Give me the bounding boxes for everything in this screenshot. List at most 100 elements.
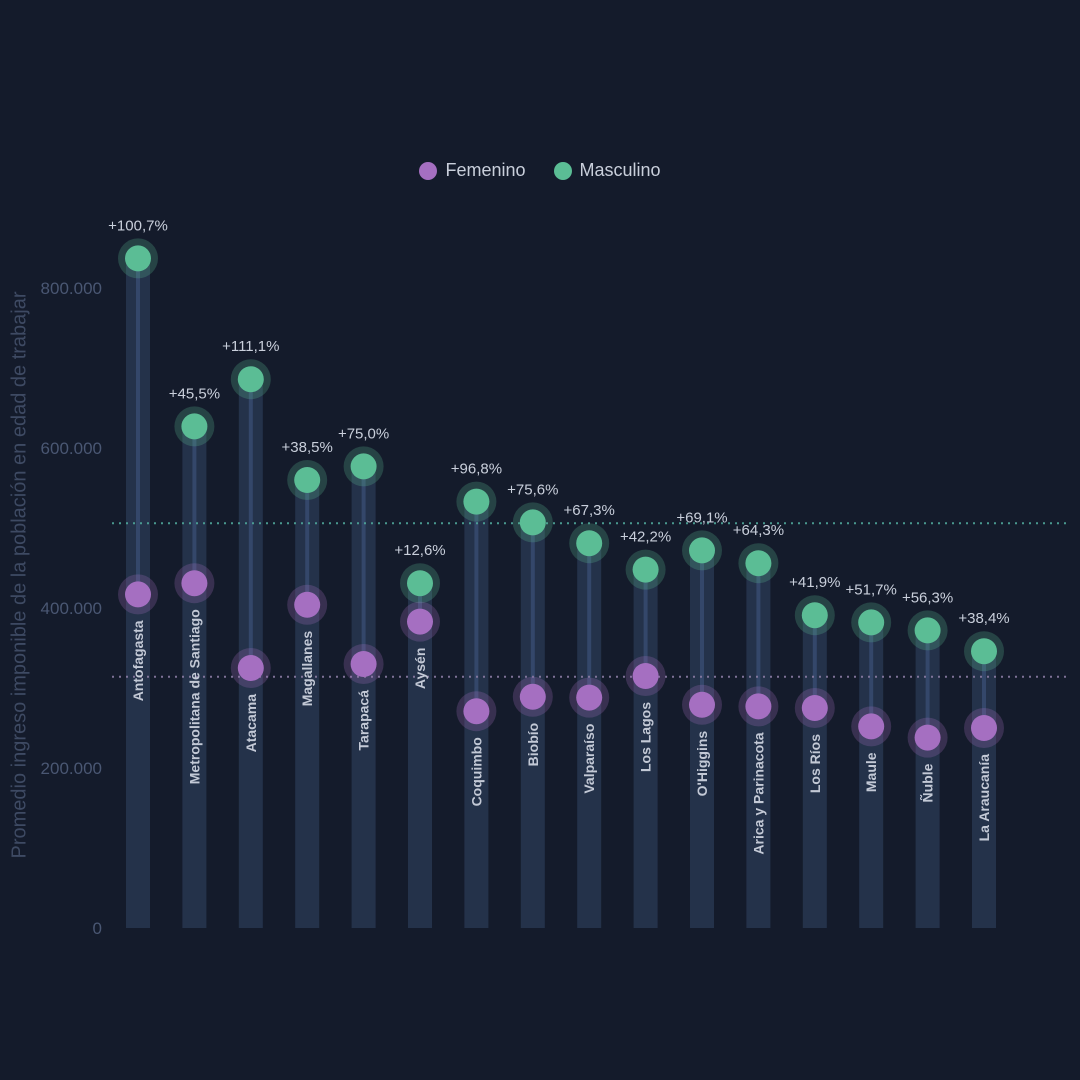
- female-point: [682, 684, 722, 725]
- gap-label: +64,3%: [733, 522, 784, 539]
- male-point: [456, 481, 497, 522]
- male-point-core: [294, 467, 321, 493]
- female-point-core: [914, 724, 941, 751]
- female-point: [456, 691, 497, 732]
- y-tick-label: 800.000: [41, 279, 102, 298]
- female-point-core: [407, 608, 433, 635]
- male-point-core: [689, 537, 715, 564]
- male-point: [569, 523, 610, 564]
- male-point: [851, 602, 892, 643]
- male-point-core: [632, 556, 659, 583]
- gap-label: +56,3%: [902, 589, 953, 606]
- female-point-core: [125, 581, 151, 608]
- gap-label: +45,5%: [169, 385, 220, 402]
- male-point-core: [181, 413, 208, 440]
- gap-label: +38,4%: [958, 610, 1009, 627]
- female-point-core: [858, 713, 885, 740]
- y-tick-label: 0: [93, 919, 102, 938]
- category-label: Arica y Parinacota: [750, 732, 766, 854]
- female-point: [794, 688, 835, 728]
- female-point-core: [237, 655, 264, 681]
- female-point: [738, 686, 779, 727]
- category-label: Coquimbo: [468, 737, 484, 806]
- male-point-core: [745, 550, 772, 577]
- female-dot-icon: [419, 161, 438, 180]
- male-point-core: [971, 638, 997, 665]
- male-point-core: [519, 509, 546, 536]
- gap-label: +41,9%: [789, 574, 840, 591]
- female-point-core: [463, 698, 490, 725]
- male-point-core: [350, 453, 377, 480]
- male-point: [400, 563, 440, 604]
- female-point-core: [689, 691, 715, 718]
- male-point: [964, 631, 1004, 672]
- y-tick-label: 400.000: [41, 599, 102, 618]
- gap-label: +75,0%: [338, 425, 389, 442]
- category-label: Aysén: [412, 648, 428, 690]
- category-label: Biobío: [525, 723, 541, 767]
- category-label: Los Ríos: [807, 734, 823, 793]
- gap-label: +38,5%: [282, 439, 333, 456]
- gap-label: +100,7%: [108, 217, 168, 234]
- female-point-core: [632, 663, 659, 689]
- gap-label: +12,6%: [394, 542, 445, 559]
- legend-item-female[interactable]: Femenino: [419, 160, 526, 181]
- female-point: [512, 676, 553, 717]
- gap-label: +69,1%: [676, 509, 727, 526]
- category-label: O'Higgins: [694, 731, 710, 797]
- legend-label-male: Masculino: [579, 160, 661, 180]
- female-point: [907, 717, 948, 758]
- female-point-core: [294, 591, 321, 618]
- male-point-core: [463, 488, 490, 515]
- male-dot-icon: [553, 161, 572, 180]
- female-point: [174, 563, 215, 604]
- male-point: [512, 502, 553, 543]
- male-point: [794, 595, 835, 636]
- y-tick-label: 200.000: [41, 759, 102, 778]
- male-point: [118, 238, 158, 279]
- category-label: Magallanes: [299, 631, 315, 707]
- female-point: [569, 677, 610, 718]
- male-point: [174, 406, 215, 447]
- category-label: Atacama: [243, 694, 259, 753]
- category-label: Tarapacá: [356, 690, 372, 751]
- male-point-core: [858, 609, 885, 636]
- female-point: [287, 584, 328, 625]
- male-point-core: [801, 602, 828, 629]
- female-point-core: [971, 715, 997, 741]
- male-point: [907, 610, 948, 651]
- female-point-core: [181, 570, 208, 597]
- category-label: Valparaíso: [581, 724, 597, 794]
- male-point: [625, 549, 666, 590]
- male-point-core: [914, 617, 941, 644]
- male-point: [682, 530, 722, 571]
- female-point: [343, 644, 384, 684]
- gap-label: +42,2%: [620, 529, 671, 546]
- category-column: [408, 583, 432, 928]
- gap-label: +96,8%: [451, 461, 502, 478]
- female-point: [851, 706, 892, 747]
- male-point-core: [125, 245, 151, 272]
- gap-label: +67,3%: [564, 502, 615, 519]
- legend-item-male[interactable]: Masculino: [553, 160, 661, 181]
- female-point-core: [576, 684, 603, 711]
- female-point-core: [801, 695, 828, 721]
- category-label: Metropolitana de Santiago: [186, 609, 202, 784]
- category-label: La Araucanía: [976, 754, 992, 842]
- male-point: [738, 543, 779, 584]
- category-label: Antofagasta: [130, 620, 146, 701]
- female-point-core: [519, 683, 546, 710]
- female-point: [625, 656, 666, 696]
- category-label: Los Lagos: [638, 702, 654, 772]
- gap-label: +75,6%: [507, 481, 558, 498]
- legend-label-female: Femenino: [445, 160, 526, 180]
- female-point-core: [350, 651, 377, 677]
- male-point: [343, 446, 384, 487]
- legend: Femenino Masculino: [0, 160, 1080, 181]
- category-label: Ñuble: [919, 763, 936, 802]
- gap-label: +111,1%: [222, 338, 279, 355]
- female-point: [118, 574, 158, 615]
- male-point: [287, 460, 328, 500]
